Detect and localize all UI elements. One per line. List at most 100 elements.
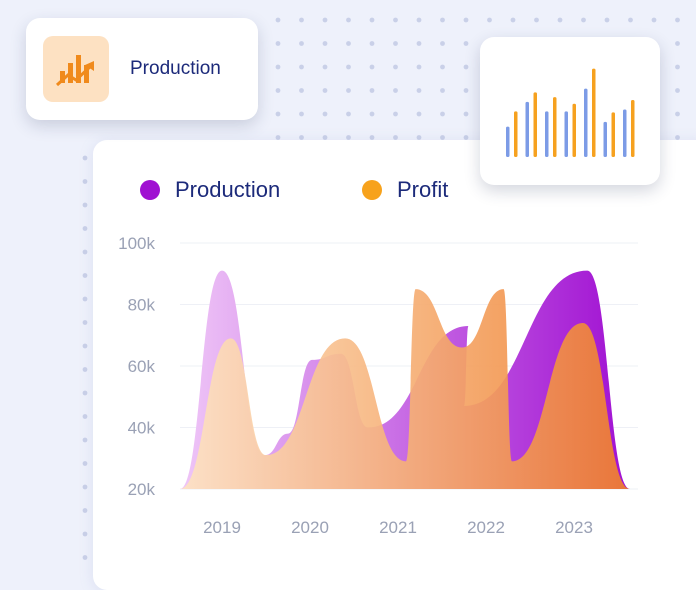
dot xyxy=(440,111,445,117)
dot xyxy=(604,17,610,23)
dot xyxy=(463,64,469,70)
dot-strip-decoration xyxy=(82,155,88,560)
dot xyxy=(393,88,398,93)
mini-bar-orange xyxy=(533,92,537,157)
dot xyxy=(581,17,586,23)
mini-bar-blue xyxy=(545,111,549,157)
dot xyxy=(628,17,633,23)
dot xyxy=(393,41,398,46)
dot xyxy=(369,41,375,46)
dot xyxy=(322,17,328,23)
dot xyxy=(299,17,304,23)
dot xyxy=(275,64,281,70)
dot xyxy=(416,111,422,117)
dot xyxy=(275,17,281,23)
dot xyxy=(416,135,422,140)
production-legend-dot xyxy=(140,180,160,200)
dot xyxy=(299,41,304,46)
dot xyxy=(369,17,375,23)
y-tick-label: 20k xyxy=(128,480,156,499)
mini-bar-blue xyxy=(525,101,529,157)
dot xyxy=(393,111,398,117)
dot xyxy=(82,249,88,255)
dot xyxy=(346,41,351,46)
y-tick-label: 100k xyxy=(118,234,155,253)
dot xyxy=(440,17,445,23)
dot xyxy=(82,531,88,537)
area-chart: 100k 80k 60k 40k 20k 2019 2020 2021 2022 2023 xyxy=(118,234,638,537)
dot xyxy=(675,111,680,117)
dot xyxy=(416,41,422,46)
y-tick-label: 60k xyxy=(128,357,156,376)
dot xyxy=(82,484,88,490)
dot xyxy=(675,64,680,70)
dot xyxy=(275,41,281,46)
dot xyxy=(440,88,445,93)
dot xyxy=(322,111,328,117)
legend-label-profit: Profit xyxy=(397,177,449,202)
dot xyxy=(463,41,469,46)
dot xyxy=(346,88,351,93)
dot xyxy=(299,64,304,70)
dot xyxy=(82,437,88,443)
mini-bar-orange xyxy=(572,103,576,157)
dot xyxy=(675,88,680,93)
dot xyxy=(82,226,88,231)
dot xyxy=(440,64,445,70)
dot xyxy=(463,88,469,93)
mini-bar-orange xyxy=(553,97,557,157)
dot xyxy=(463,111,469,117)
dot xyxy=(322,41,328,46)
mini-bar-orange xyxy=(592,68,596,157)
production-badge-card[interactable]: Production xyxy=(26,18,258,120)
dot xyxy=(369,88,375,93)
mini-bar-blue xyxy=(623,109,627,157)
dot xyxy=(275,88,281,93)
x-tick-label: 2023 xyxy=(555,518,593,537)
mini-bar-orange xyxy=(631,100,635,157)
dot xyxy=(675,17,680,23)
dot xyxy=(440,41,445,46)
mini-bar-chart-card[interactable] xyxy=(480,37,660,185)
dot xyxy=(82,461,88,466)
dot xyxy=(346,135,351,140)
mini-bar-blue xyxy=(603,121,607,157)
dot xyxy=(369,64,375,70)
dot xyxy=(82,320,88,325)
series-profit-area xyxy=(180,289,630,489)
dot xyxy=(534,17,539,23)
y-tick-label: 40k xyxy=(128,419,156,438)
dot xyxy=(82,414,88,419)
dot xyxy=(299,135,304,140)
x-tick-label: 2022 xyxy=(467,518,505,537)
mini-bar-orange xyxy=(514,111,518,157)
dot xyxy=(557,17,563,23)
legend-label-production: Production xyxy=(175,177,281,202)
mini-bar-blue xyxy=(564,111,568,157)
dot xyxy=(82,273,88,278)
dot xyxy=(322,135,328,140)
mini-bar-blue xyxy=(506,126,510,157)
dot xyxy=(82,296,88,302)
dot xyxy=(82,508,88,513)
dot xyxy=(393,17,398,23)
dot xyxy=(369,111,375,117)
dot xyxy=(82,343,88,349)
mini-bar-blue xyxy=(584,88,588,157)
dot xyxy=(393,135,398,140)
x-tick-label: 2019 xyxy=(203,518,241,537)
dot xyxy=(463,17,469,23)
dot xyxy=(416,17,422,23)
dot xyxy=(322,64,328,70)
dot xyxy=(463,135,469,140)
dot xyxy=(82,155,88,161)
dot xyxy=(651,17,657,23)
legend-item-production[interactable]: Production xyxy=(140,175,280,205)
dot xyxy=(346,17,351,23)
dot xyxy=(82,555,88,560)
legend-item-profit[interactable]: Profit xyxy=(362,175,448,205)
dot xyxy=(487,17,492,23)
mini-bar-chart xyxy=(506,68,635,157)
dot xyxy=(416,64,422,70)
dot xyxy=(299,88,304,93)
